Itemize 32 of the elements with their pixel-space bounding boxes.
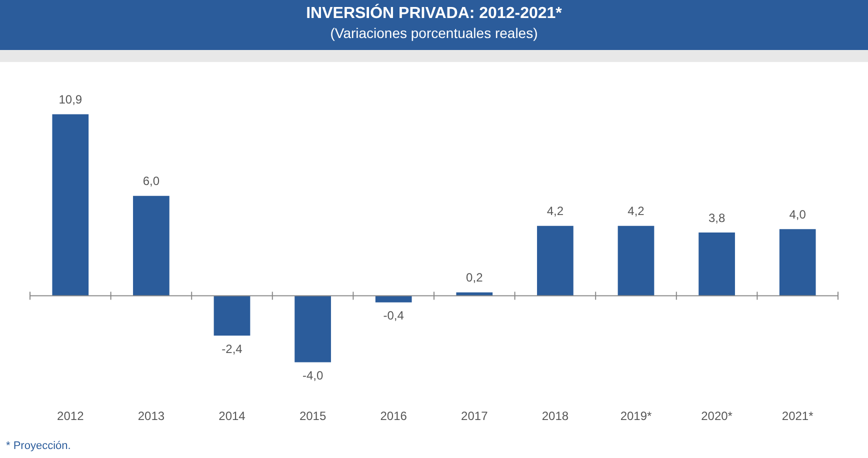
data-label: 10,9 [58, 92, 82, 107]
bar [52, 114, 89, 296]
x-tick-label: 2018 [542, 409, 569, 424]
x-tick-label: 2019* [620, 409, 652, 424]
bar [537, 226, 574, 296]
bar [214, 296, 250, 336]
chart-title: INVERSIÓN PRIVADA: 2012-2021* [305, 5, 563, 23]
data-label: -0,4 [383, 308, 404, 323]
x-tick-label: 2020* [701, 409, 733, 424]
data-label: 0,2 [466, 270, 484, 285]
bar [779, 229, 816, 296]
bar [618, 226, 654, 296]
bar [294, 296, 331, 362]
data-label: -4,0 [302, 368, 324, 383]
x-tick-label: 2017 [461, 409, 488, 424]
x-tick-label: 2014 [218, 409, 246, 424]
x-tick-label: 2015 [299, 409, 326, 424]
bar [375, 296, 412, 302]
bar [698, 232, 735, 296]
data-label: -2,4 [222, 342, 243, 356]
data-label: 4,2 [546, 204, 564, 218]
x-tick-label: 2013 [138, 409, 165, 424]
x-tick-label: 2021* [782, 409, 814, 424]
bar [133, 196, 170, 296]
data-label: 6,0 [142, 174, 160, 188]
x-tick-label: 2016 [380, 409, 408, 424]
chart-subtitle: (Variaciones porcentuales reales) [329, 25, 539, 41]
data-label: 4,0 [789, 207, 806, 222]
x-tick-label: 2012 [57, 409, 84, 424]
text: * Proyección. [6, 440, 71, 452]
data-label: 4,2 [628, 204, 645, 218]
data-label: 3,8 [708, 210, 726, 225]
